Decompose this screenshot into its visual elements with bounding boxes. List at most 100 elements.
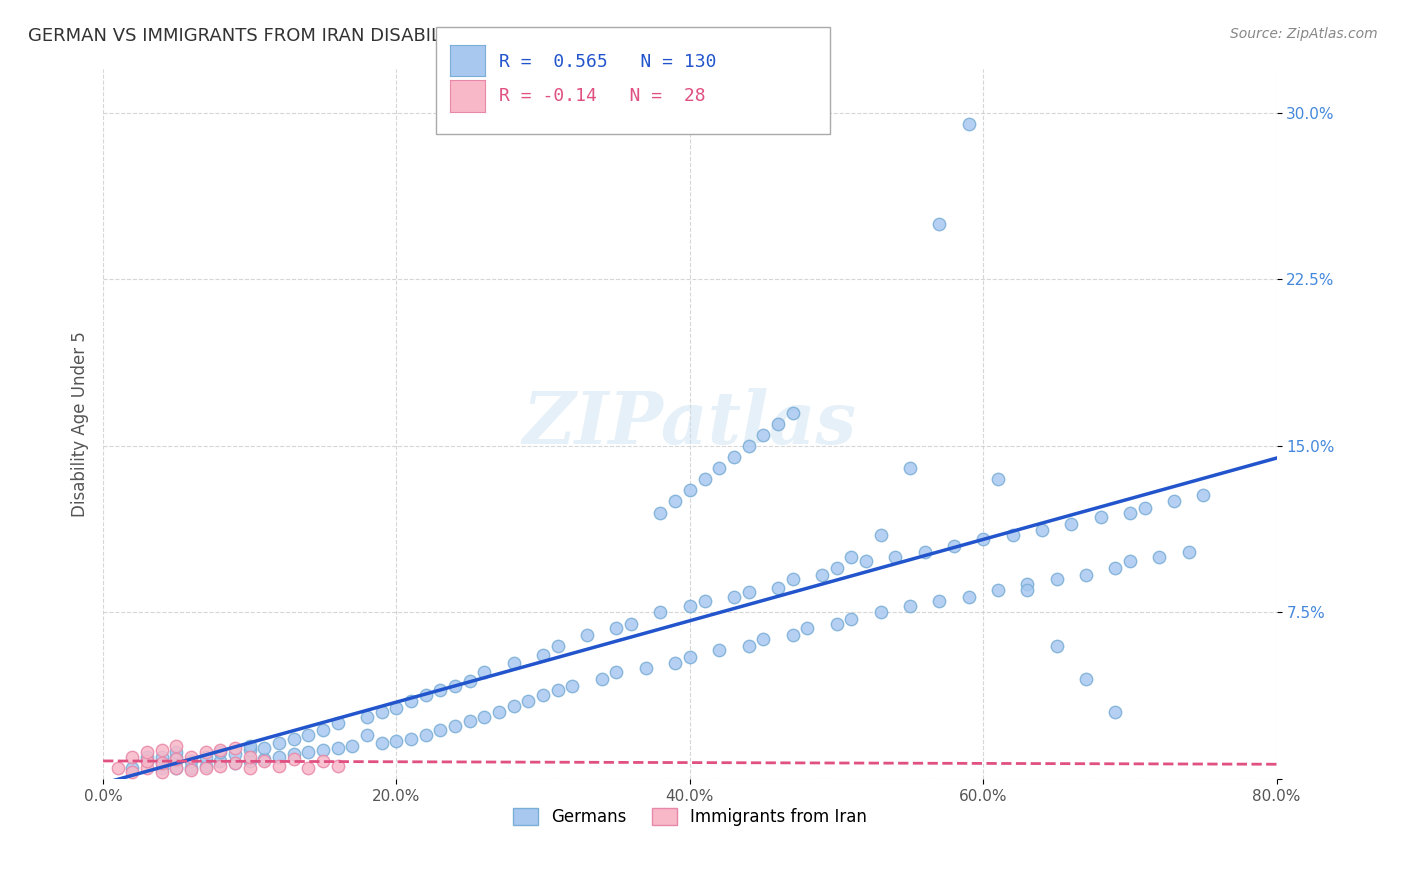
Point: [180, 763, 202, 777]
Point: [531, 648, 554, 662]
Point: [166, 761, 188, 775]
Point: [839, 612, 862, 626]
Point: [517, 694, 540, 708]
Point: [356, 710, 378, 724]
Point: [283, 752, 305, 766]
Point: [121, 765, 143, 780]
Point: [737, 585, 759, 599]
Point: [1147, 549, 1170, 564]
Point: [1119, 554, 1142, 568]
Point: [737, 639, 759, 653]
Point: [987, 472, 1010, 486]
Point: [693, 594, 716, 608]
Point: [474, 710, 496, 724]
Point: [150, 743, 173, 757]
Point: [121, 749, 143, 764]
Point: [855, 554, 877, 568]
Point: [239, 739, 262, 753]
Point: [723, 450, 745, 464]
Point: [150, 756, 173, 771]
Point: [371, 736, 394, 750]
Point: [605, 621, 627, 635]
Point: [1090, 510, 1112, 524]
Point: [415, 688, 437, 702]
Point: [1045, 639, 1067, 653]
Point: [1119, 506, 1142, 520]
Point: [136, 745, 159, 759]
Point: [239, 754, 262, 768]
Point: [488, 706, 510, 720]
Point: [914, 545, 936, 559]
Text: R = -0.14   N =  28: R = -0.14 N = 28: [499, 87, 706, 105]
Point: [209, 743, 232, 757]
Point: [150, 761, 173, 775]
Point: [136, 754, 159, 768]
Point: [679, 649, 702, 664]
Point: [1104, 706, 1126, 720]
Text: Source: ZipAtlas.com: Source: ZipAtlas.com: [1230, 27, 1378, 41]
Point: [591, 672, 613, 686]
Legend: Germans, Immigrants from Iran: Germans, Immigrants from Iran: [505, 800, 875, 835]
Point: [326, 716, 349, 731]
Point: [811, 567, 834, 582]
Point: [898, 599, 921, 613]
Point: [326, 758, 349, 772]
Point: [253, 740, 276, 755]
Point: [561, 679, 583, 693]
Point: [224, 740, 246, 755]
Point: [723, 590, 745, 604]
Point: [224, 747, 246, 762]
Point: [399, 694, 422, 708]
Point: [634, 661, 657, 675]
Point: [957, 590, 980, 604]
Point: [194, 758, 217, 772]
Point: [972, 532, 994, 546]
Point: [752, 427, 775, 442]
Point: [458, 714, 481, 729]
Point: [1177, 545, 1199, 559]
Point: [194, 761, 217, 775]
Point: [766, 417, 789, 431]
Y-axis label: Disability Age Under 5: Disability Age Under 5: [72, 331, 89, 516]
Point: [297, 761, 319, 775]
Point: [664, 657, 686, 671]
Point: [166, 749, 188, 764]
Point: [1060, 516, 1083, 531]
Point: [547, 683, 569, 698]
Point: [547, 639, 569, 653]
Point: [253, 754, 276, 768]
Point: [269, 758, 291, 772]
Point: [239, 743, 262, 757]
Point: [107, 761, 129, 775]
Point: [342, 739, 364, 753]
Point: [737, 439, 759, 453]
Point: [474, 665, 496, 680]
Point: [385, 734, 408, 748]
Point: [766, 581, 789, 595]
Point: [664, 494, 686, 508]
Point: [928, 217, 950, 231]
Text: GERMAN VS IMMIGRANTS FROM IRAN DISABILITY AGE UNDER 5 CORRELATION CHART: GERMAN VS IMMIGRANTS FROM IRAN DISABILIT…: [28, 27, 799, 45]
Point: [356, 727, 378, 741]
Point: [957, 117, 980, 131]
Point: [166, 754, 188, 768]
Point: [839, 549, 862, 564]
Point: [297, 727, 319, 741]
Point: [444, 679, 467, 693]
Point: [415, 727, 437, 741]
Point: [385, 701, 408, 715]
Point: [312, 743, 335, 757]
Point: [239, 749, 262, 764]
Point: [283, 731, 305, 746]
Point: [1192, 488, 1215, 502]
Point: [707, 643, 730, 657]
Point: [166, 745, 188, 759]
Point: [782, 406, 804, 420]
Point: [429, 683, 451, 698]
Point: [371, 706, 394, 720]
Point: [679, 483, 702, 498]
Point: [166, 761, 188, 775]
Point: [136, 749, 159, 764]
Point: [1133, 501, 1156, 516]
Point: [650, 606, 672, 620]
